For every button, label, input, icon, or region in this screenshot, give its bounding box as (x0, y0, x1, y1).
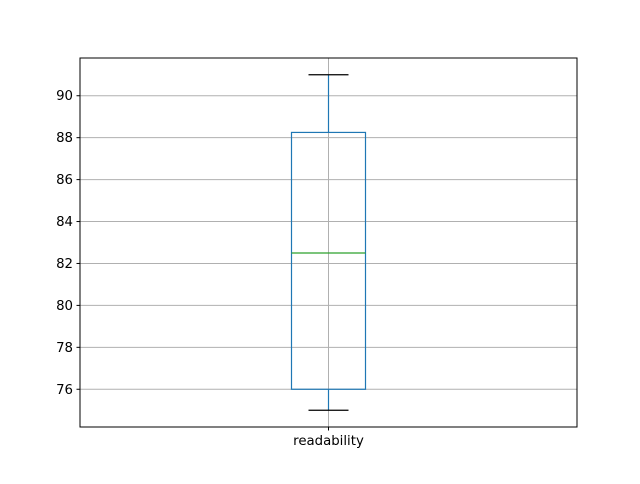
y-tick-label: 80 (56, 299, 73, 314)
y-tick-label: 76 (56, 383, 73, 398)
y-tick-label: 88 (56, 131, 73, 146)
box (290, 131, 367, 390)
y-tick-label: 78 (56, 341, 73, 356)
x-tick-label: readability (293, 434, 364, 449)
y-tick-label: 90 (56, 89, 73, 104)
y-tick-label: 84 (56, 215, 73, 230)
y-tick-label: 86 (56, 173, 73, 188)
y-tick-label: 82 (56, 257, 73, 272)
axes-frame (79, 57, 578, 428)
